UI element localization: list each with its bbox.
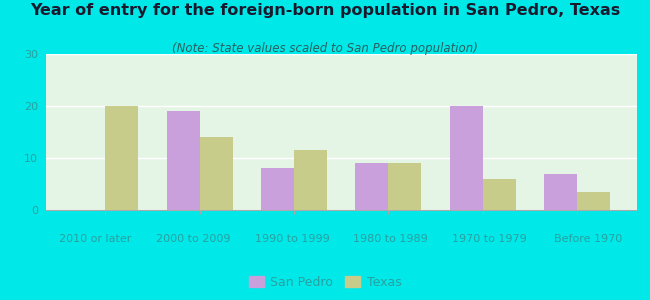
Bar	[450, 106, 483, 210]
Text: 1980 to 1989: 1980 to 1989	[353, 234, 428, 244]
Text: 1970 to 1979: 1970 to 1979	[452, 234, 526, 244]
Bar	[294, 150, 327, 210]
Bar	[389, 163, 421, 210]
Bar	[105, 106, 138, 210]
Bar	[483, 179, 516, 210]
Bar	[544, 174, 577, 210]
Text: Before 1970: Before 1970	[554, 234, 622, 244]
Bar	[200, 137, 233, 210]
Text: 2010 or later: 2010 or later	[58, 234, 131, 244]
Bar	[166, 111, 200, 210]
Text: 2000 to 2009: 2000 to 2009	[156, 234, 231, 244]
Text: 1990 to 1999: 1990 to 1999	[255, 234, 330, 244]
Text: Year of entry for the foreign-born population in San Pedro, Texas: Year of entry for the foreign-born popul…	[30, 3, 620, 18]
Legend: San Pedro, Texas: San Pedro, Texas	[244, 271, 406, 294]
Bar	[261, 168, 294, 210]
Bar	[577, 192, 610, 210]
Bar	[356, 163, 389, 210]
Text: (Note: State values scaled to San Pedro population): (Note: State values scaled to San Pedro …	[172, 42, 478, 55]
